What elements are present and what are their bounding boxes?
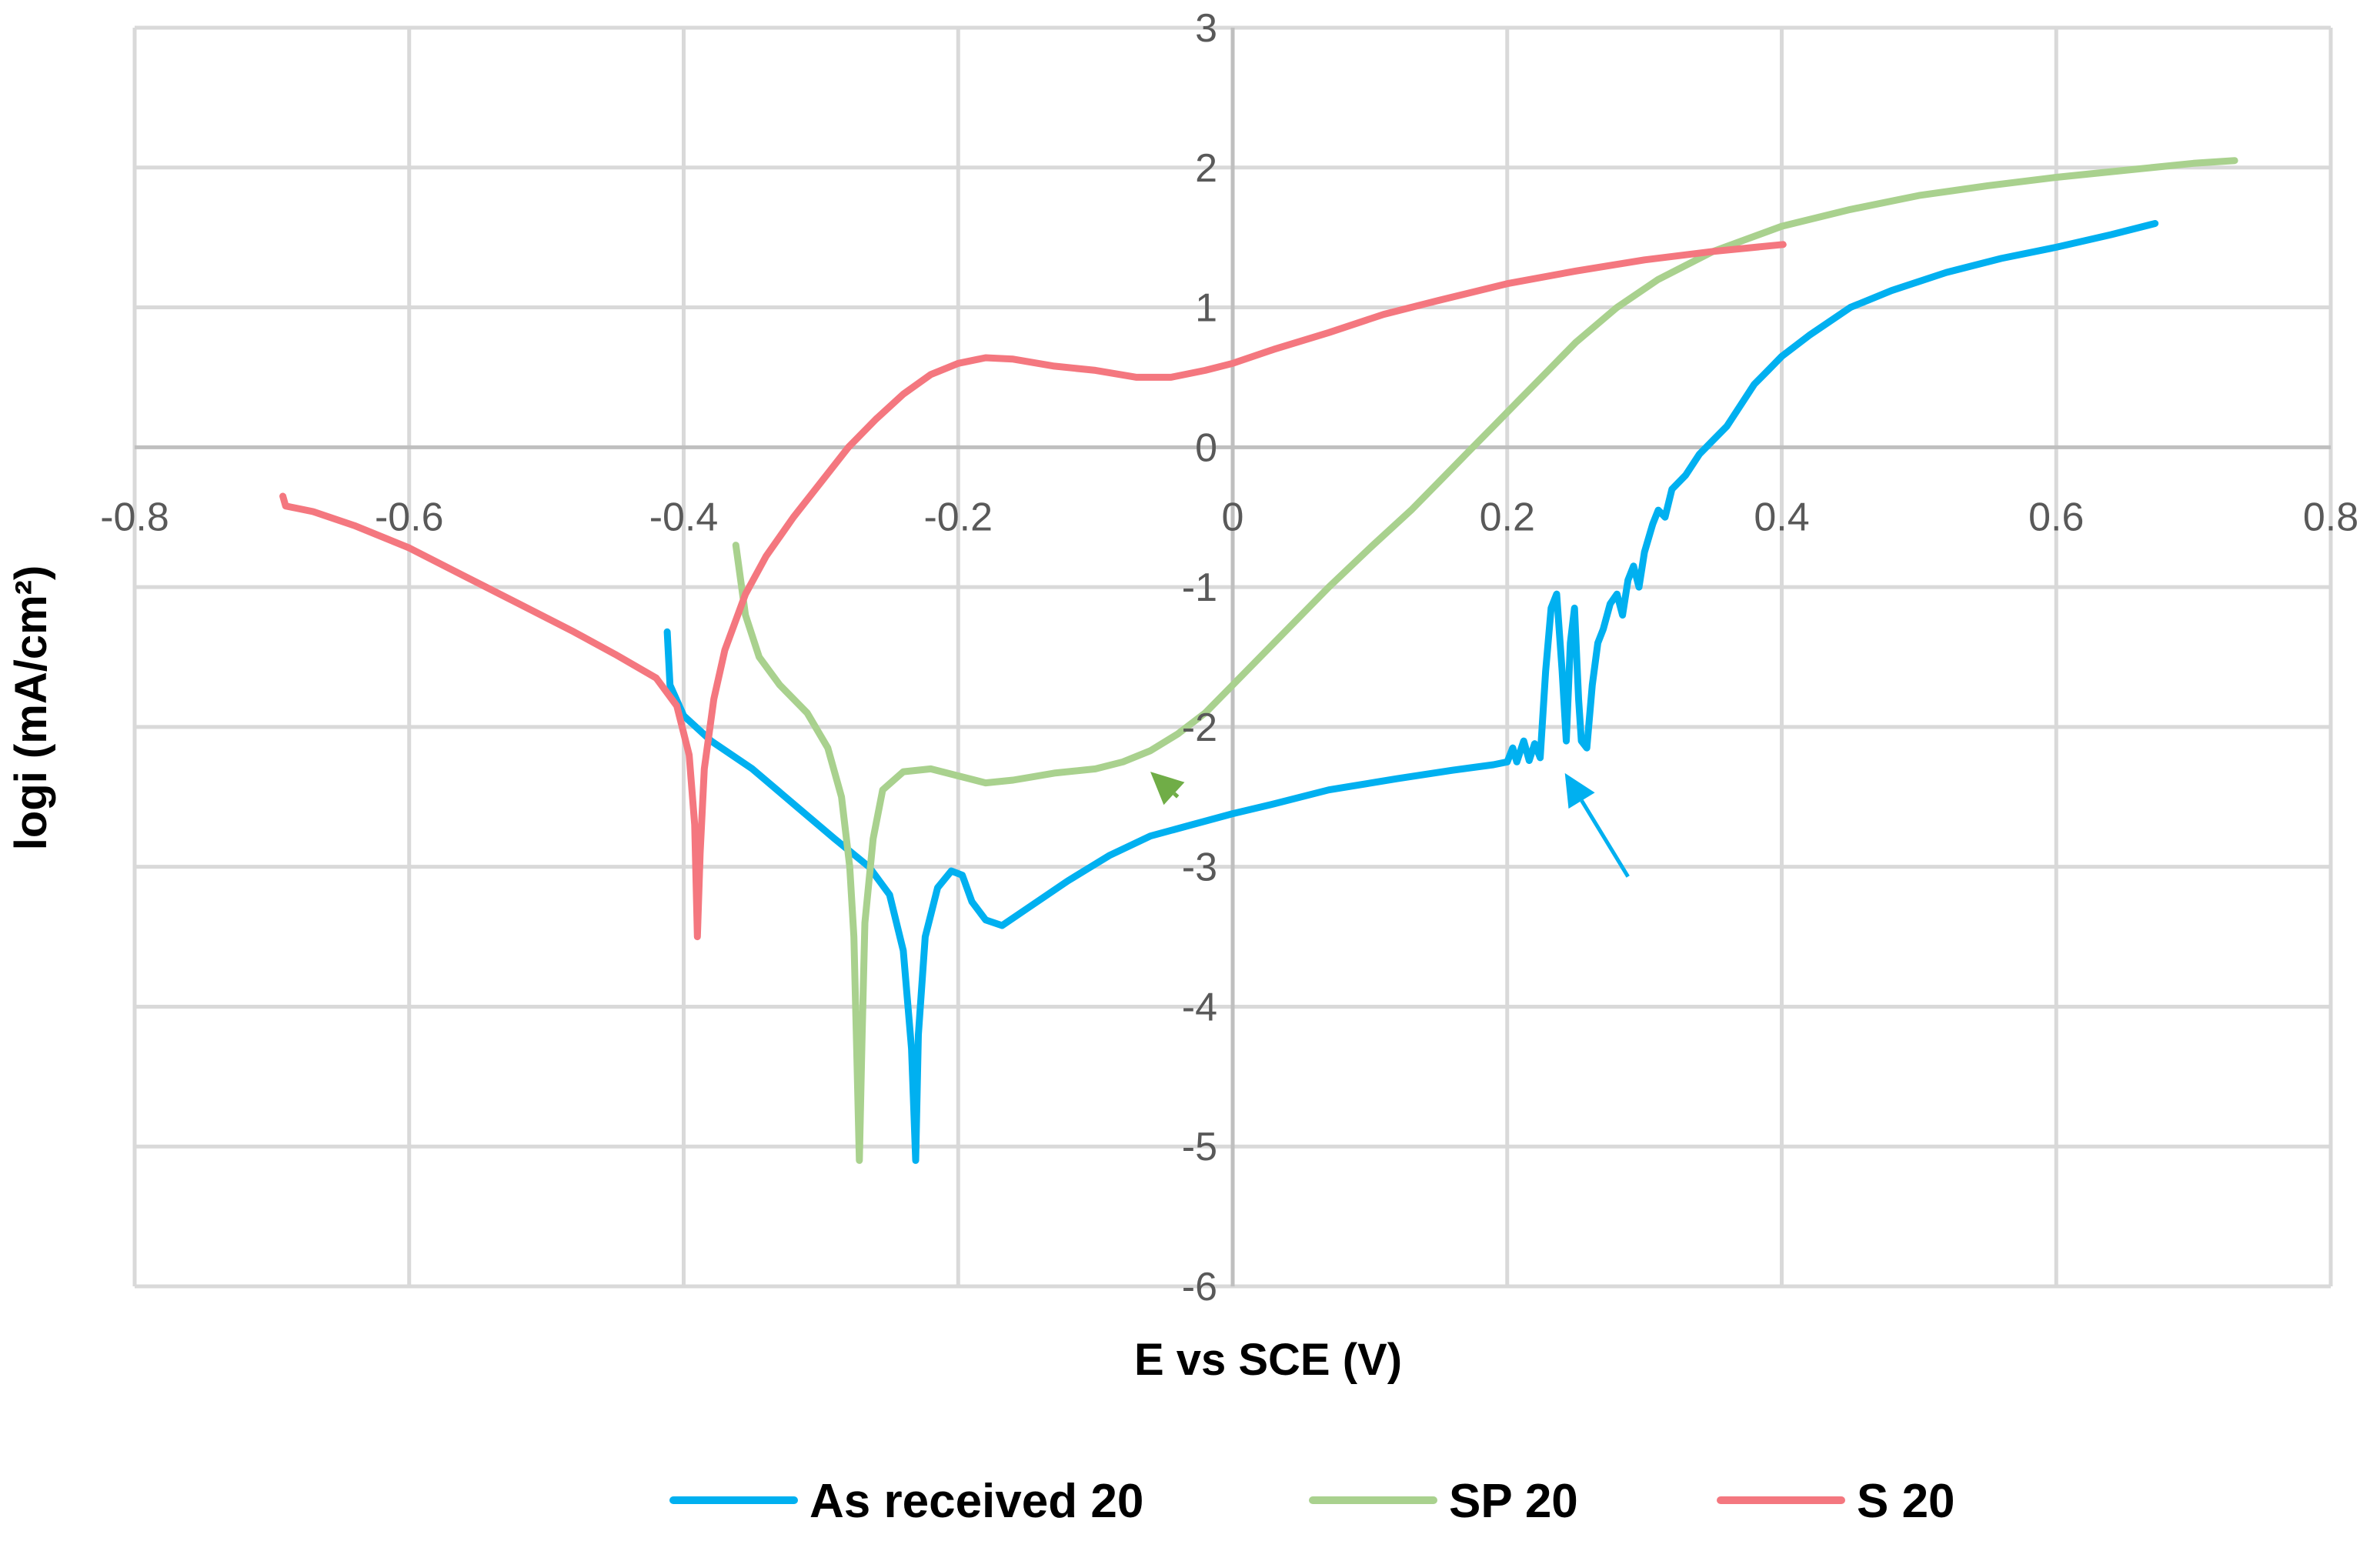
- y-tick-label: -5: [1182, 1125, 1217, 1169]
- x-axis-title: E vs SCE (V): [1134, 1335, 1402, 1385]
- x-tick-label: 0.4: [1754, 495, 1809, 539]
- x-tick-label: 0.2: [1480, 495, 1535, 539]
- y-tick-label: -4: [1182, 985, 1217, 1029]
- series-line-sp-20: [732, 157, 2238, 1164]
- y-tick-label: -1: [1182, 565, 1217, 610]
- y-tick-label: 0: [1195, 425, 1217, 470]
- annotation-arrows: [1150, 772, 1630, 878]
- legend-label-s-20: S 20: [1857, 1475, 1955, 1528]
- x-tick-label: -0.2: [923, 495, 993, 539]
- annotation-arrow-head-1: [1564, 772, 1595, 809]
- legend-label-sp-20: SP 20: [1449, 1475, 1578, 1528]
- x-tick-label: 0.6: [2028, 495, 2084, 539]
- y-tick-label: -2: [1182, 705, 1217, 750]
- x-tick-label: 0: [1222, 495, 1244, 539]
- annotation-arrow-shaft-1: [1580, 799, 1630, 878]
- legend-label-as-received-20: As received 20: [809, 1475, 1143, 1528]
- y-tick-label: -3: [1182, 846, 1217, 890]
- annotation-arrow-shaft-0: [1173, 792, 1180, 799]
- x-tick-label: -0.8: [100, 495, 169, 539]
- annotation-arrow-head-0: [1150, 772, 1185, 806]
- tick-labels: -0.8 -0.6 -0.4 -0.2 0 0.2 0.4 0.6 0.8 -6 -5 -4 -3 -2 -…: [100, 6, 2358, 1309]
- y-tick-label: 2: [1195, 146, 1217, 191]
- x-tick-label: -0.4: [649, 495, 719, 539]
- legend: As received 20 SP 20 S 20: [669, 1475, 1955, 1528]
- y-tick-label: 1: [1195, 286, 1217, 331]
- y-axis-title: logi (mA/cm²): [6, 565, 56, 851]
- series-line-s-20: [279, 241, 1787, 941]
- y-tick-label: 3: [1195, 6, 1217, 51]
- series-lines: [279, 157, 2238, 1164]
- x-tick-label: -0.6: [375, 495, 444, 539]
- y-tick-label: -6: [1182, 1265, 1217, 1309]
- series-line-as-received-20: [663, 220, 2159, 1164]
- axes: [135, 28, 2331, 1286]
- x-tick-label: 0.8: [2303, 495, 2358, 539]
